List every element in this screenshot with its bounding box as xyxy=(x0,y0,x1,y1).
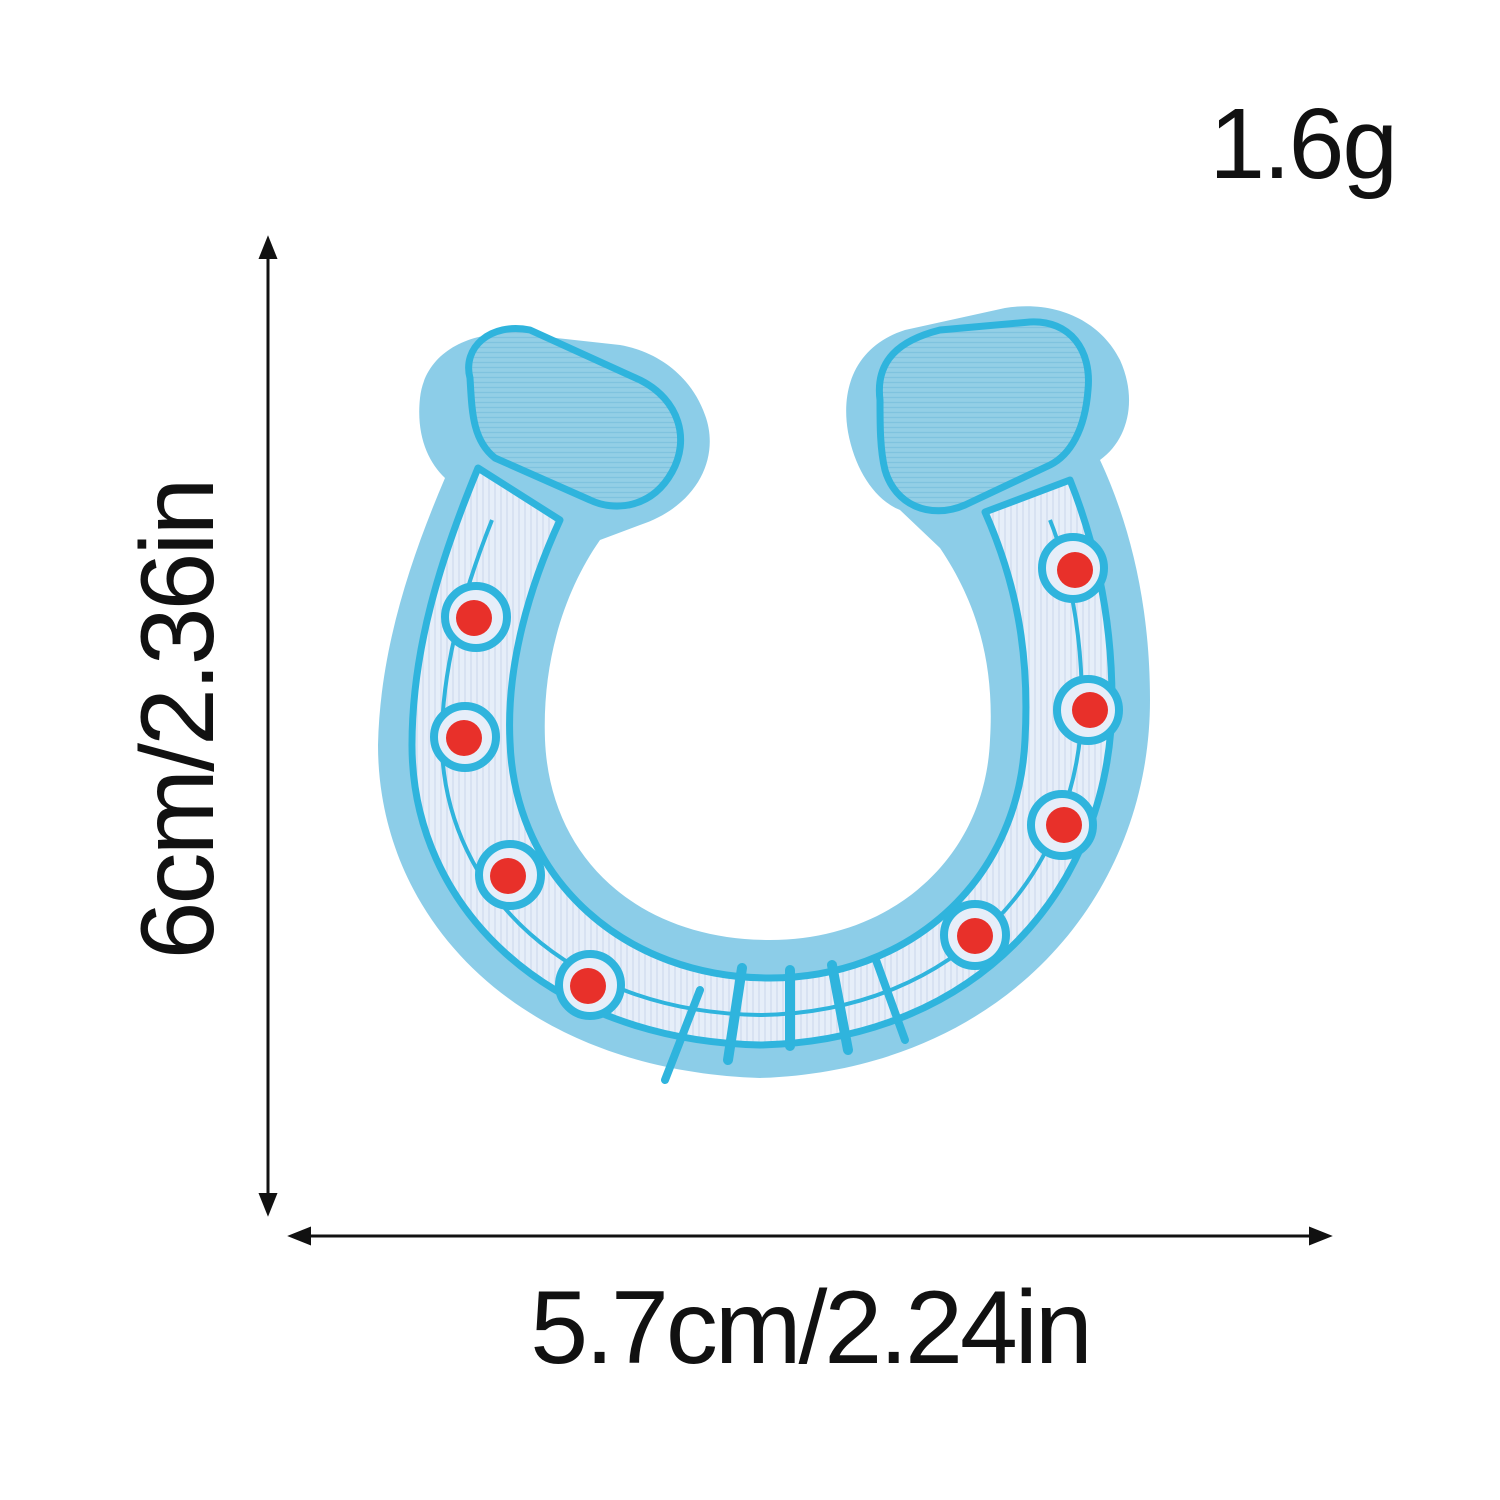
horseshoe-patch xyxy=(378,306,1150,1084)
width-label: 5.7cm/2.24in xyxy=(530,1270,1092,1386)
left-heel xyxy=(465,325,685,510)
nail-hole xyxy=(1027,790,1097,860)
nail-holes-left xyxy=(430,582,625,1020)
nail-hole xyxy=(940,900,1010,970)
nail-hole xyxy=(555,950,625,1020)
nail-hole xyxy=(475,840,545,910)
nail-hole xyxy=(1038,533,1108,603)
weight-label: 1.6g xyxy=(1209,88,1398,200)
nail-holes-right xyxy=(940,533,1123,970)
right-heel xyxy=(875,318,1092,515)
nail-hole xyxy=(1053,675,1123,745)
shoe-body xyxy=(408,464,1116,1049)
nail-hole xyxy=(441,582,511,652)
nail-hole xyxy=(430,702,500,772)
height-label: 6cm/2.36in xyxy=(120,480,236,960)
bottom-bars xyxy=(661,956,909,1084)
